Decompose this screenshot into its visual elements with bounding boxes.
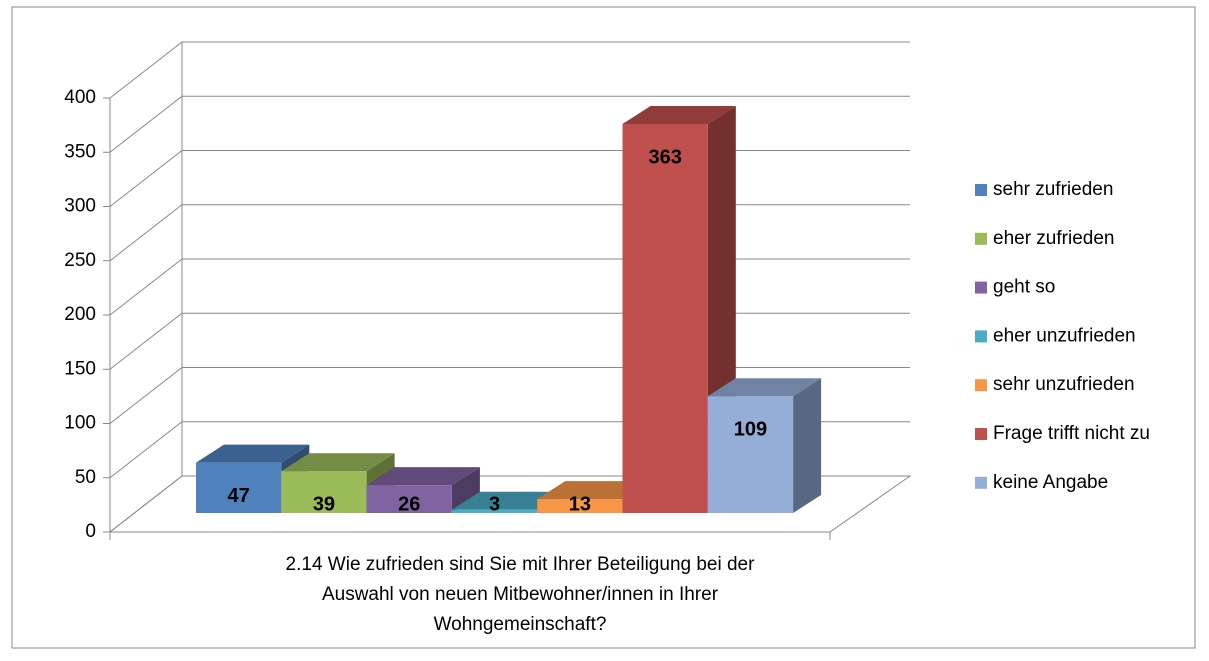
data-label: 39 [313,493,335,515]
chart-border [11,6,1196,649]
legend-swatch [975,379,987,392]
y-tick-label: 150 [64,358,96,379]
bar [451,509,538,513]
y-tick-label: 400 [64,87,96,108]
legend-label: keine Angabe [993,472,1108,493]
legend-label: geht so [993,277,1055,298]
legend-label: sehr zufrieden [993,179,1113,200]
bar [622,124,708,513]
legend-label: sehr unzufrieden [993,374,1135,395]
data-label: 363 [648,146,681,168]
bar-side [793,378,822,513]
legend-swatch [975,330,987,343]
legend-label: Frage trifft nicht zu [993,423,1150,444]
bar-top [196,444,310,463]
bar-top [537,481,651,500]
legend-label: eher unzufrieden [993,325,1136,346]
bar-side [451,467,480,513]
bar-top [707,378,822,397]
legend-label: eher zufrieden [993,228,1114,249]
grid-line [109,95,910,153]
legend-swatch [975,232,987,245]
bar [281,471,367,513]
legend-swatch [975,476,987,489]
y-tick-label: 100 [64,413,96,434]
bar-top [281,453,395,472]
grid-line [109,41,910,99]
data-label: 26 [398,493,420,515]
y-tick-label: 0 [85,521,96,542]
data-label: 13 [569,493,591,515]
x-axis-category: 2.14 Wie zufrieden sind Sie mit Ihrer Be… [285,554,755,635]
bar [537,499,623,513]
bar [707,396,794,513]
y-tick-label: 350 [64,141,96,162]
y-tick-label: 250 [64,250,96,271]
y-tick-label: 50 [75,467,96,488]
legend-swatch [975,428,987,440]
data-label: 47 [228,485,250,507]
y-tick-label: 300 [64,196,96,217]
legend-swatch [975,184,987,196]
bar-top [451,491,566,510]
data-label: 3 [489,493,500,515]
data-label: 109 [734,418,767,440]
legend-swatch [975,281,987,294]
bar [366,485,452,513]
bar-top [622,106,736,124]
bar [196,462,282,513]
bar-top [366,467,480,486]
y-tick-label: 200 [64,304,96,325]
